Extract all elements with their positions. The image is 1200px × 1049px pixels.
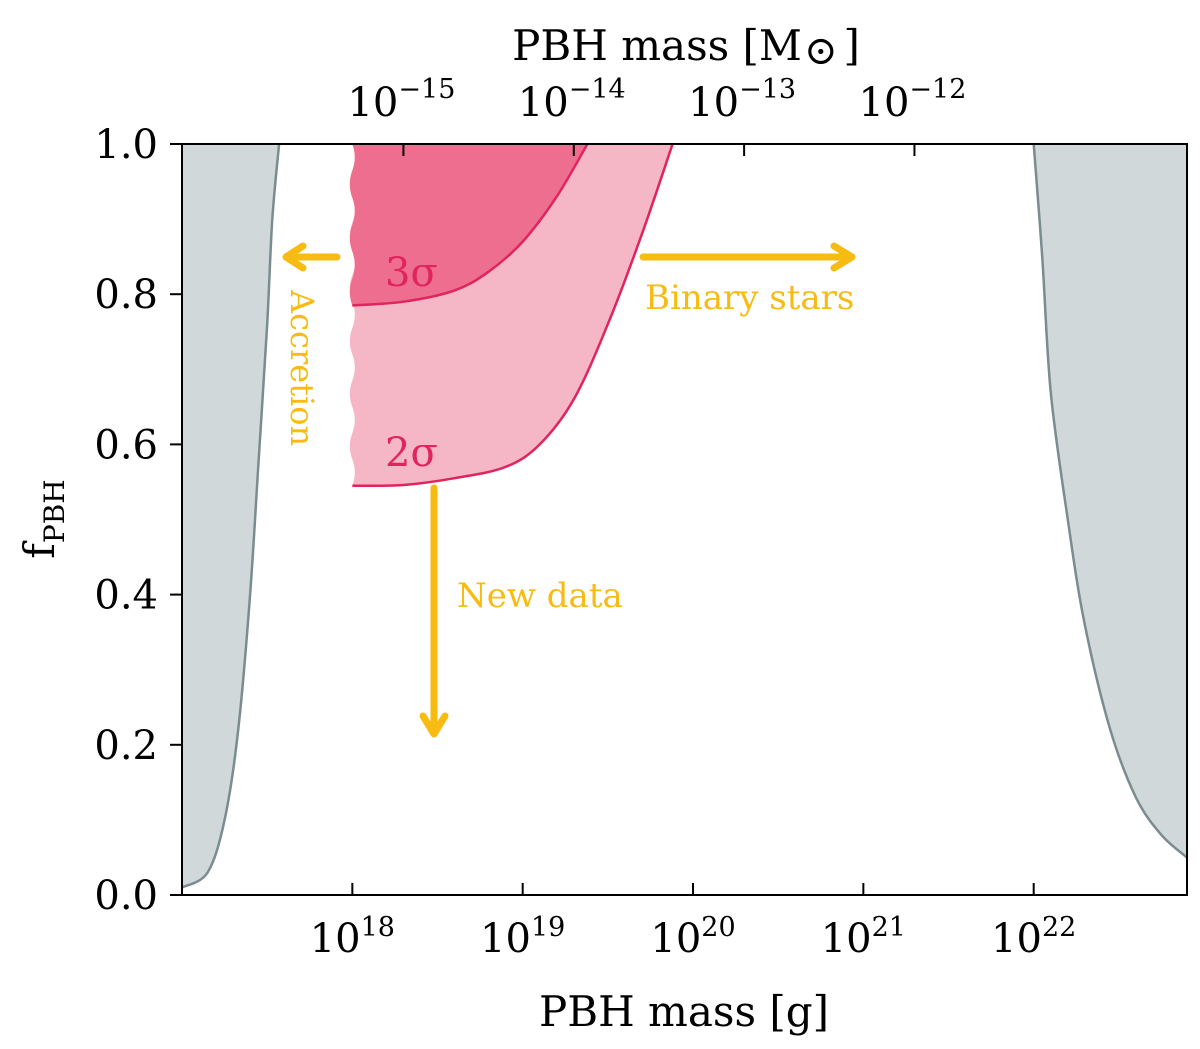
top-x-tick-exponent: −12 [909, 74, 966, 105]
top-x-tick-exponent: −15 [398, 74, 455, 105]
solar-mass-symbol: ⊙ [804, 28, 838, 74]
top-x-axis-label: PBH mass [M⊙] [512, 21, 860, 74]
x-tick-label: 1021 [821, 912, 906, 962]
top-x-tick-label: 10−15 [347, 74, 455, 126]
bottom-x-axis: 1018 1019 1020 1021 1022 [310, 883, 1076, 962]
binary-stars-label: Binary stars [645, 278, 854, 318]
low-mass-exclusion-region [182, 144, 280, 895]
new-data-label: New data [457, 576, 623, 616]
x-tick-exponent: 18 [361, 912, 395, 943]
top-x-tick-base: 10 [859, 80, 910, 126]
y-tick-label: 0.8 [94, 272, 158, 318]
x-tick-base: 10 [310, 916, 361, 962]
2-sigma-edge [352, 143, 674, 488]
y-tick-label: 0.2 [94, 723, 158, 769]
x-tick-label: 1019 [480, 912, 565, 962]
top-x-axis-label-text: PBH mass [M [512, 21, 802, 70]
x-tick-exponent: 20 [701, 912, 735, 943]
accretion-arrow [282, 242, 341, 272]
y-axis-label-subscript: PBH [38, 479, 71, 543]
x-tick-label: 1018 [310, 912, 395, 962]
binary-stars-arrow [639, 242, 856, 272]
x-tick-label: 1020 [650, 912, 735, 962]
top-x-tick-exponent: −13 [739, 74, 796, 105]
top-x-tick-base: 10 [688, 80, 739, 126]
top-x-axis: 10−15 10−14 10−13 10−12 [347, 74, 966, 156]
top-x-tick-base: 10 [518, 80, 569, 126]
top-x-axis-label-close: ] [843, 21, 859, 70]
y-tick-label: 1.0 [94, 122, 158, 168]
high-mass-exclusion-edge [1032, 143, 1188, 859]
x-tick-base: 10 [650, 916, 701, 962]
2-sigma-label: 2σ [385, 430, 438, 476]
x-tick-exponent: 21 [872, 912, 906, 943]
x-tick-base: 10 [821, 916, 872, 962]
y-axis: 0.0 0.2 0.4 0.6 0.8 1.0 [94, 122, 182, 919]
y-axis-label-main: f [15, 540, 64, 559]
y-tick-label: 0.6 [94, 422, 158, 468]
low-mass-exclusion-edge [181, 143, 281, 889]
top-x-tick-label: 10−14 [518, 74, 626, 126]
top-x-tick-label: 10−12 [859, 74, 967, 126]
x-tick-base: 10 [991, 916, 1042, 962]
plot-frame [181, 143, 1188, 896]
3-sigma-band [349, 144, 588, 306]
y-axis-label: fPBH [15, 479, 71, 558]
x-tick-exponent: 22 [1042, 912, 1076, 943]
top-x-tick-label: 10−13 [688, 74, 796, 126]
top-x-tick-base: 10 [347, 80, 398, 126]
x-tick-base: 10 [480, 916, 531, 962]
y-tick-label: 0.0 [94, 873, 158, 919]
y-tick-label: 0.4 [94, 573, 158, 619]
top-x-tick-exponent: −14 [569, 74, 626, 105]
x-axis-label: PBH mass [g] [539, 987, 829, 1036]
3-sigma-edge [352, 143, 589, 307]
new-data-arrow [419, 484, 449, 738]
high-mass-exclusion-region [1033, 144, 1187, 895]
x-tick-label: 1022 [991, 912, 1076, 962]
accretion-label: Accretion [283, 289, 321, 446]
3-sigma-label: 3σ [385, 250, 438, 296]
x-tick-exponent: 19 [531, 912, 565, 943]
